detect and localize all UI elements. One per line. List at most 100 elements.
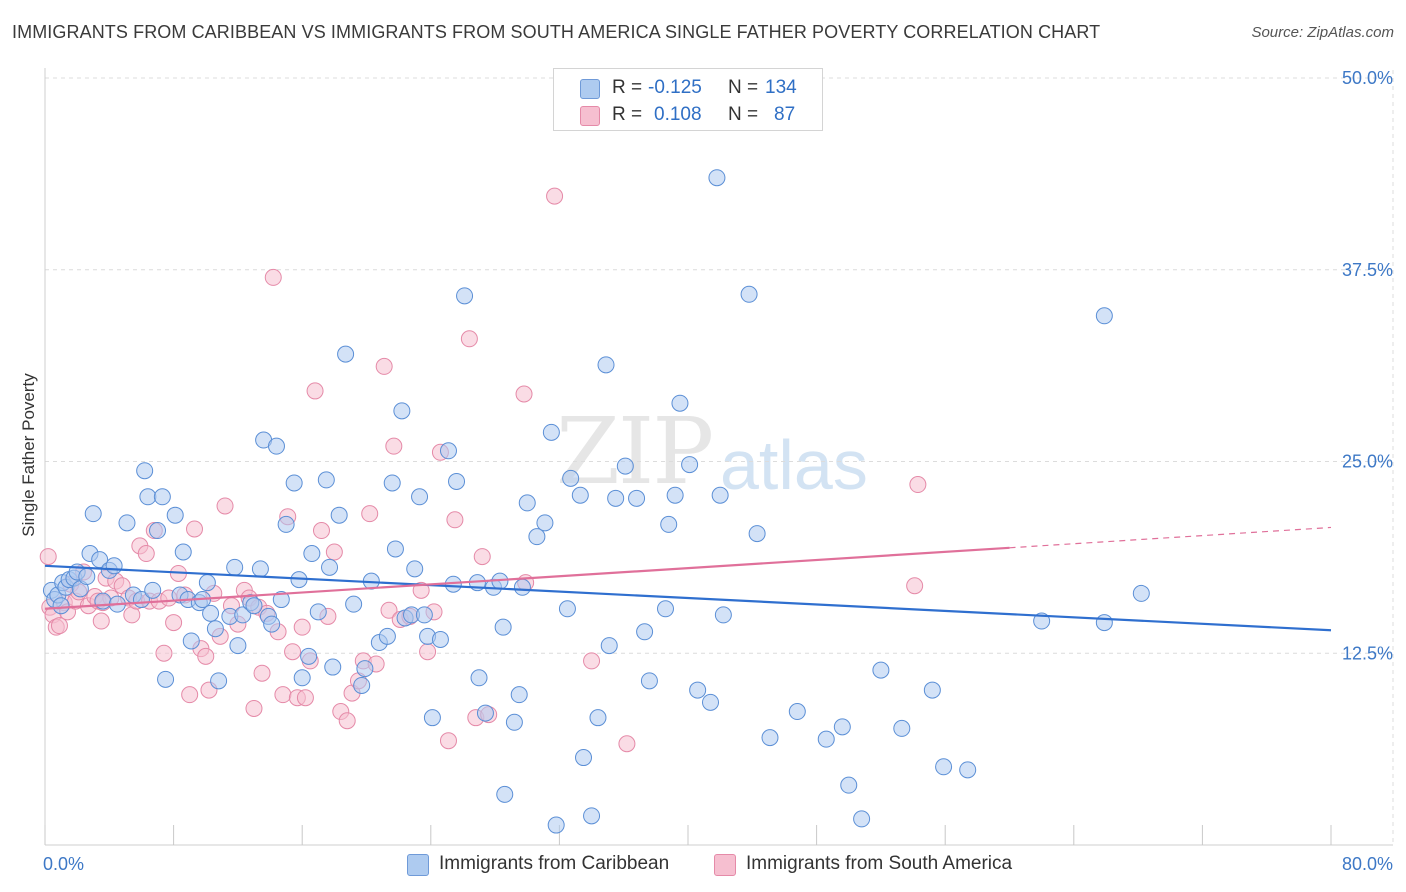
point-caribbean	[393, 402, 411, 420]
legend-swatch-caribbean	[580, 79, 600, 99]
point-caribbean	[558, 600, 576, 618]
legend-r-label: R =	[612, 104, 643, 125]
point-caribbean	[153, 488, 171, 506]
point-south-america	[338, 712, 356, 730]
point-caribbean	[711, 486, 729, 504]
point-south-america	[909, 476, 927, 494]
point-caribbean	[494, 618, 512, 636]
point-south-america	[296, 689, 314, 707]
point-caribbean	[597, 356, 615, 374]
point-caribbean	[263, 615, 281, 633]
point-south-america	[165, 614, 183, 632]
point-caribbean	[206, 620, 224, 638]
legend-swatch-south-america	[580, 106, 600, 126]
point-caribbean	[575, 749, 593, 767]
point-caribbean	[277, 515, 295, 533]
point-south-america	[906, 577, 924, 595]
bottom-legend-swatch-south-america	[714, 854, 736, 876]
watermark-atlas: atlas	[720, 426, 868, 504]
grid-lines	[45, 70, 1394, 845]
point-caribbean	[513, 578, 531, 596]
point-caribbean	[285, 474, 303, 492]
point-caribbean	[300, 647, 318, 665]
point-caribbean	[272, 591, 290, 609]
point-caribbean	[345, 595, 363, 613]
point-caribbean	[1095, 614, 1113, 632]
point-caribbean	[656, 600, 674, 618]
point-caribbean	[406, 560, 424, 578]
point-south-america	[293, 618, 311, 636]
point-south-america	[546, 187, 564, 205]
trend-lines	[44, 526, 1332, 632]
point-caribbean	[562, 469, 580, 487]
point-caribbean	[356, 660, 374, 678]
point-caribbean	[149, 522, 167, 540]
point-caribbean	[1095, 307, 1113, 325]
y-tick-label: 50.0%	[1342, 68, 1393, 88]
point-caribbean	[496, 785, 514, 803]
point-south-america	[197, 647, 215, 665]
point-caribbean	[518, 494, 536, 512]
y-tick-label: 12.5%	[1342, 643, 1393, 663]
y-tick-labels: 12.5% 25.0% 37.5% 50.0%	[1342, 68, 1393, 663]
point-caribbean	[386, 540, 404, 558]
point-caribbean	[136, 462, 154, 480]
point-caribbean	[660, 515, 678, 533]
point-caribbean	[505, 713, 523, 731]
point-caribbean	[198, 574, 216, 592]
point-caribbean	[353, 676, 371, 694]
point-caribbean	[439, 442, 457, 460]
point-south-america	[245, 699, 263, 717]
point-caribbean	[1132, 584, 1150, 602]
point-south-america	[181, 686, 199, 704]
point-south-america	[380, 601, 398, 619]
point-caribbean	[431, 630, 449, 648]
point-caribbean	[139, 488, 157, 506]
point-caribbean	[415, 606, 433, 624]
point-south-america	[618, 735, 636, 753]
y-tick-label: 37.5%	[1342, 260, 1393, 280]
point-caribbean	[309, 603, 327, 621]
legend-row-south-america: R = 0.108 N = 87	[580, 102, 820, 126]
y-tick-label: 25.0%	[1342, 452, 1393, 472]
point-caribbean	[476, 704, 494, 722]
legend: R = -0.125 N = 134 R = 0.108 N = 87	[553, 68, 823, 131]
point-caribbean	[293, 669, 311, 687]
point-caribbean	[817, 730, 835, 748]
point-caribbean	[411, 488, 429, 506]
axes	[44, 68, 1393, 846]
point-south-america	[39, 548, 57, 566]
point-south-america	[419, 643, 437, 661]
point-caribbean	[324, 658, 342, 676]
point-caribbean	[118, 514, 136, 532]
y-axis-label: Single Father Poverty	[19, 373, 38, 537]
point-south-america	[284, 643, 302, 661]
point-south-america	[361, 505, 379, 523]
source-label: Source: ZipAtlas.com	[1251, 24, 1394, 41]
point-caribbean	[536, 514, 554, 532]
point-caribbean	[923, 681, 941, 699]
point-south-america	[460, 330, 478, 348]
point-south-america	[253, 664, 271, 682]
point-caribbean	[689, 681, 707, 699]
point-caribbean	[251, 560, 269, 578]
point-south-america	[312, 522, 330, 540]
point-south-america	[92, 612, 110, 630]
point-south-america	[274, 686, 292, 704]
point-caribbean	[714, 606, 732, 624]
point-caribbean	[893, 719, 911, 737]
point-caribbean	[853, 810, 871, 828]
point-caribbean	[267, 437, 285, 455]
point-caribbean	[330, 506, 348, 524]
point-caribbean	[105, 557, 123, 575]
point-caribbean	[600, 637, 618, 655]
point-caribbean	[245, 597, 263, 615]
point-caribbean	[210, 672, 228, 690]
point-south-america	[216, 497, 234, 515]
series-caribbean-points	[42, 169, 1150, 834]
point-caribbean	[583, 807, 601, 825]
point-south-america	[306, 382, 324, 400]
point-caribbean	[166, 506, 184, 524]
chart-title: IMMIGRANTS FROM CARIBBEAN VS IMMIGRANTS …	[12, 22, 1101, 42]
x-tick-labels: 0.0% 80.0%	[43, 854, 1393, 874]
